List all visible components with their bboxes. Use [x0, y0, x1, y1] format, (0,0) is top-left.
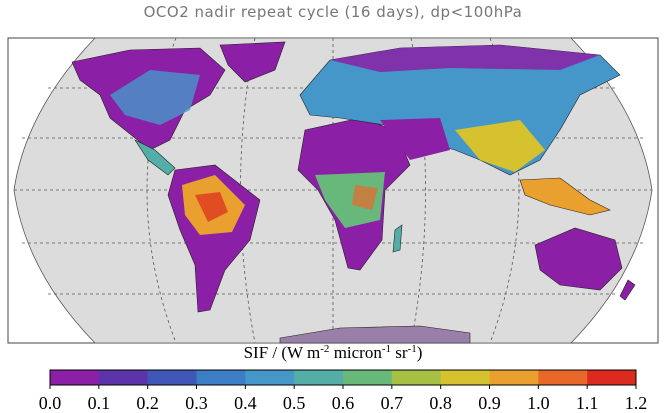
colorbar-tick-label: 1.0 [527, 393, 550, 413]
map [7, 37, 659, 344]
colorbar-segment [587, 370, 637, 385]
colorbar-tick-label: 0.1 [88, 393, 111, 413]
madagascar [392, 224, 403, 253]
colorbar-tick-label: 0.0 [39, 393, 62, 413]
southeast-asia [519, 177, 611, 216]
australia [534, 227, 623, 291]
colorbar-segment [440, 370, 490, 385]
label-text: ) [417, 343, 423, 362]
colorbar-tick-label: 0.6 [332, 393, 355, 413]
antarctica [279, 325, 471, 344]
colorbar-segment [294, 370, 344, 385]
colorbar-tick-label: 0.5 [283, 393, 306, 413]
colorbar-tick-label: 1.1 [576, 393, 599, 413]
land [71, 41, 636, 344]
label-text: SIF / (W m [244, 343, 321, 362]
colorbar-segment [343, 370, 393, 385]
central-america [134, 139, 176, 176]
north-america-green [110, 70, 200, 125]
india-china [455, 120, 545, 172]
map-title: OCO2 nadir repeat cycle (16 days), dp<10… [144, 3, 523, 21]
eurasia-north [330, 45, 600, 72]
label-superscript: -2 [320, 343, 329, 355]
colorbar-tick-label: 0.7 [381, 393, 404, 413]
colorbar-tick-label: 0.8 [429, 393, 452, 413]
colorbar-segment [245, 370, 295, 385]
amazon-core [195, 192, 228, 222]
colorbar-tick-label: 1.2 [625, 393, 648, 413]
label-superscript: -1 [382, 343, 391, 355]
label-text: sr [391, 343, 408, 362]
new-zealand [619, 279, 636, 301]
colorbar-segment [147, 370, 197, 385]
colorbar-tick-label: 0.4 [234, 393, 257, 413]
eurasia [299, 44, 621, 176]
colorbar-tick-label: 0.3 [185, 393, 208, 413]
colorbar-tick-label: 0.2 [136, 393, 159, 413]
middle-east [380, 118, 450, 160]
colorbar-segment [50, 370, 100, 385]
colorbar-label: SIF / (W m-2 micron-1 sr-1) [244, 343, 423, 362]
colorbar-tick-label: 0.9 [478, 393, 501, 413]
colorbar-segment [538, 370, 588, 385]
label-superscript: -1 [408, 343, 417, 355]
colorbar-segment [196, 370, 246, 385]
label-text: micron [329, 343, 382, 362]
colorbar-segment [98, 370, 149, 385]
colorbar-segment [391, 370, 442, 385]
africa-core [352, 185, 378, 210]
colorbar-segment [489, 370, 539, 385]
africa-green [315, 172, 385, 228]
colorbar: 0.0 0.1 0.2 0.3 0.4 0.5 0.6 0.7 0.8 0.9 1.0 1.1 1.2 [39, 369, 648, 413]
greenland [219, 41, 286, 83]
